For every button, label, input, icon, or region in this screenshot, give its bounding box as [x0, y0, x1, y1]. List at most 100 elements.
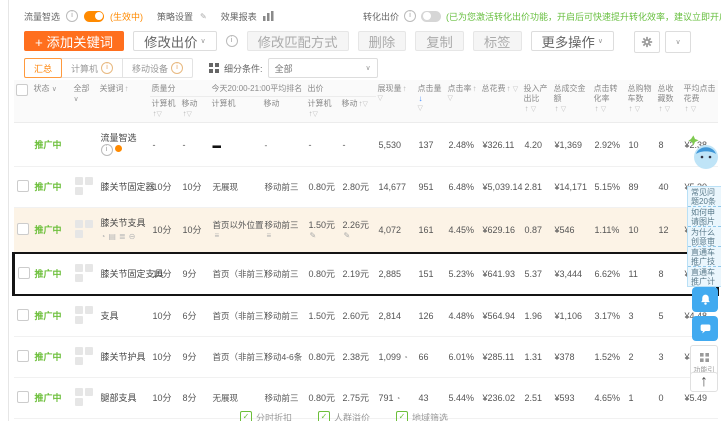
tab-summary[interactable]: 汇总	[24, 58, 63, 78]
subheader-bid-mob[interactable]: 移动↑▽	[339, 96, 376, 123]
bar-chart-icon[interactable]	[262, 11, 274, 21]
report-icon[interactable]: ≣	[118, 232, 129, 241]
bid-mobile[interactable]: 2.60元	[342, 311, 370, 321]
report-link[interactable]: 效果报表	[220, 11, 257, 22]
tab-mobile[interactable]: 移动设备 i	[122, 58, 194, 78]
col-header-fav[interactable]: 总收藏数 ↑ ▽	[655, 80, 682, 123]
bid-pc[interactable]: 1.50元	[308, 219, 336, 230]
row-checkbox[interactable]	[16, 350, 29, 362]
collapse-button[interactable]: ∨	[665, 31, 691, 53]
delete-button[interactable]: 删除	[357, 31, 407, 51]
edit-bid-icon[interactable]: ✎	[309, 230, 317, 240]
filter-icon[interactable]: ▽	[560, 106, 567, 113]
bid-pc[interactable]: 0.80元	[308, 352, 336, 362]
keyword-link[interactable]: 膝关节固定支具	[100, 269, 164, 279]
info-icon[interactable]: i	[66, 10, 79, 22]
segment-select[interactable]: 全部 ∨	[267, 58, 378, 78]
filter-icon[interactable]: ▽	[417, 105, 423, 112]
row-checkbox[interactable]	[16, 391, 29, 403]
edit-bid-icon[interactable]: ✎	[343, 230, 351, 240]
copy-button[interactable]: 复制	[415, 31, 464, 51]
bid-pc[interactable]: 1.50元	[308, 311, 336, 321]
notifications-button[interactable]	[692, 287, 718, 312]
modify-match-button[interactable]: 修改匹配方式	[246, 31, 349, 51]
info-icon[interactable]: i	[100, 144, 113, 156]
row-checkbox[interactable]	[16, 309, 29, 321]
col-header-cpc[interactable]: 平均点击花费 ↑ ▽	[681, 80, 718, 123]
filter-icon[interactable]: ▽	[312, 111, 318, 118]
row-checkbox[interactable]	[16, 180, 29, 192]
pencil-icon[interactable]: ✎	[200, 11, 207, 21]
col-header-cvr[interactable]: 点击转化率 ↑ ▽	[591, 80, 626, 123]
filter-icon[interactable]: ▽	[362, 101, 368, 108]
filter-icon[interactable]: ▽	[664, 106, 671, 113]
conversion-bid-toggle[interactable]	[421, 10, 442, 22]
smart-traffic-toggle[interactable]	[84, 10, 105, 22]
subheader-quality-pc[interactable]: 计算机↑▽	[149, 96, 180, 123]
image-icon[interactable]: ▤	[108, 232, 119, 241]
col-header-keyword[interactable]: 关键词↑	[97, 80, 150, 123]
row-checkbox[interactable]	[16, 223, 29, 235]
impression-history-icon[interactable]: ◔	[395, 393, 401, 403]
col-header-status[interactable]: 状态 ∨	[31, 80, 72, 123]
info-icon[interactable]: i	[225, 35, 238, 47]
filter-icon[interactable]: ▽	[690, 106, 697, 113]
tag-button[interactable]: 标签	[472, 31, 522, 51]
rank-menu-icon[interactable]: ≡	[266, 230, 272, 240]
strategy-settings-link[interactable]: 策略设置	[157, 11, 194, 22]
keyword-hover-actions[interactable]: ◔▤≣⊖	[101, 232, 148, 242]
bid-pc[interactable]: -	[308, 139, 312, 150]
row-checkbox[interactable]	[18, 267, 30, 279]
faq-link[interactable]: 为什么创意审核未通过已回复	[688, 227, 721, 247]
impression-history-icon[interactable]: ◔	[403, 352, 408, 362]
col-header-ctr[interactable]: 点击率↑ ▽	[445, 80, 480, 123]
keyword-link[interactable]: 腿部支具	[100, 393, 137, 403]
faq-link[interactable]: 常见问题20条	[688, 187, 721, 207]
back-to-top-button[interactable]: ↑	[690, 372, 718, 392]
faq-link[interactable]: 直通车推广计划?	[691, 268, 715, 286]
keyword-link[interactable]: 流量智选	[100, 133, 137, 143]
keyword-link[interactable]: 膝关节护具	[100, 352, 146, 362]
legend-item[interactable]: ✓ 人群溢价	[318, 411, 370, 421]
select-all-checkbox[interactable]	[15, 84, 28, 96]
col-header-cart[interactable]: 总购物车数 ↑ ▽	[625, 80, 656, 123]
filter-icon[interactable]: ▽	[447, 95, 453, 102]
filter-icon[interactable]: ▽	[156, 111, 162, 118]
subheader-quality-mob[interactable]: 移动↑▽	[179, 96, 210, 123]
col-header-all[interactable]: 全部 ∨	[71, 80, 98, 123]
filter-icon[interactable]: ▽	[377, 95, 383, 102]
subheader-bid-pc[interactable]: 计算机↑▽	[305, 96, 340, 123]
bid-mobile[interactable]: 2.19元	[342, 269, 370, 279]
assistant-mascot[interactable]	[687, 133, 719, 178]
filter-icon[interactable]: ▽	[512, 86, 519, 93]
rank-menu-icon[interactable]: ≡	[214, 230, 220, 240]
keyword-link[interactable]: 膝关节固定器	[100, 182, 155, 192]
more-actions-dropdown[interactable]: 更多操作 ∨	[530, 31, 614, 51]
col-header-cost[interactable]: 总花费↑ ▽	[479, 80, 522, 123]
faq-link[interactable]: 如何申请图片功能	[688, 207, 721, 227]
filter-icon[interactable]: ▽	[530, 106, 537, 113]
bid-pc[interactable]: 0.80元	[308, 182, 336, 192]
bid-mobile[interactable]: 2.75元	[342, 393, 370, 403]
bid-mobile[interactable]: 2.38元	[342, 352, 370, 362]
faq-link[interactable]: 直通车推广技巧	[688, 247, 721, 267]
bid-pc[interactable]: 0.80元	[308, 269, 336, 279]
bid-mobile[interactable]: -	[342, 139, 346, 150]
filter-icon[interactable]: ▽	[186, 111, 192, 118]
col-header-impressions[interactable]: 展现量↑ ▽	[375, 80, 416, 123]
tab-computer[interactable]: 计算机 i	[61, 58, 124, 78]
column-settings-button[interactable]	[634, 31, 660, 53]
col-header-roi[interactable]: 投入产出比 ↑ ▽	[521, 80, 552, 123]
chat-button[interactable]	[692, 316, 718, 341]
history-icon[interactable]: ◔	[100, 232, 109, 241]
legend-item[interactable]: ✓ 分时折扣	[240, 411, 292, 421]
add-keyword-button[interactable]: + 添加关键词	[24, 31, 125, 51]
bid-mobile[interactable]: 2.26元	[342, 219, 370, 230]
keyword-link[interactable]: 支具	[100, 311, 119, 321]
filter-icon[interactable]: ▽	[600, 106, 607, 113]
col-header-gmv[interactable]: 总成交金额 ↑ ▽	[551, 80, 592, 123]
bid-pc[interactable]: 0.80元	[308, 393, 336, 403]
bid-mobile[interactable]: 2.80元	[342, 182, 370, 192]
remove-icon[interactable]: ⊖	[128, 232, 139, 241]
keyword-link[interactable]: 膝关节支具	[100, 218, 146, 228]
